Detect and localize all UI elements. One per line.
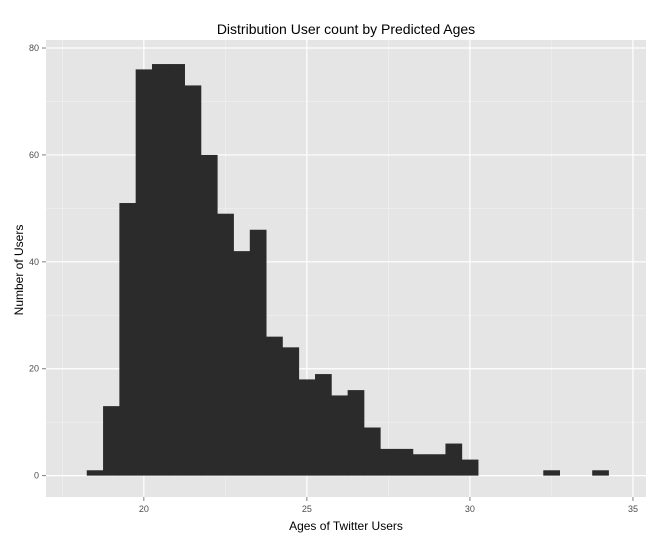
histogram-bar (396, 448, 414, 476)
histogram-bar (445, 443, 463, 476)
histogram-bar (315, 374, 332, 476)
histogram-bar (168, 64, 185, 476)
chart-title: Distribution User count by Predicted Age… (216, 21, 476, 37)
histogram-bar (282, 347, 300, 476)
y-tick-label: 40 (29, 257, 39, 267)
histogram-bar (412, 454, 430, 476)
histogram-bar (298, 379, 316, 476)
y-tick-label: 0 (34, 471, 39, 481)
x-axis-label: Ages of Twitter Users (289, 519, 403, 533)
histogram-bar (233, 251, 251, 476)
axis-ticks: 20 25 30 35 0 20 40 60 80 (29, 43, 638, 514)
histogram-bar (266, 336, 283, 476)
histogram-bar (217, 213, 234, 476)
histogram-bar (347, 390, 365, 476)
histogram-bar (543, 470, 560, 476)
y-tick-label: 80 (29, 43, 39, 53)
x-tick-label: 35 (628, 504, 638, 514)
histogram-bar (363, 427, 381, 476)
histogram-bar (184, 85, 202, 476)
x-tick-label: 30 (465, 504, 475, 514)
y-tick-label: 60 (29, 150, 39, 160)
histogram-bar (380, 448, 397, 476)
histogram-bar (103, 406, 120, 476)
histogram-bar (119, 203, 137, 476)
x-tick-label: 25 (302, 504, 312, 514)
histogram-bar (135, 69, 153, 476)
histogram-bar (200, 154, 218, 476)
y-tick-label: 20 (29, 364, 39, 374)
histogram-bar (461, 459, 479, 476)
histogram-bar (249, 229, 267, 476)
histogram-bar (429, 454, 446, 476)
histogram-bars (86, 64, 609, 476)
histogram-bar (86, 470, 104, 476)
histogram-bar (331, 395, 349, 476)
x-tick-label: 20 (139, 504, 149, 514)
histogram-bar (592, 470, 609, 476)
histogram-bar (151, 64, 169, 476)
